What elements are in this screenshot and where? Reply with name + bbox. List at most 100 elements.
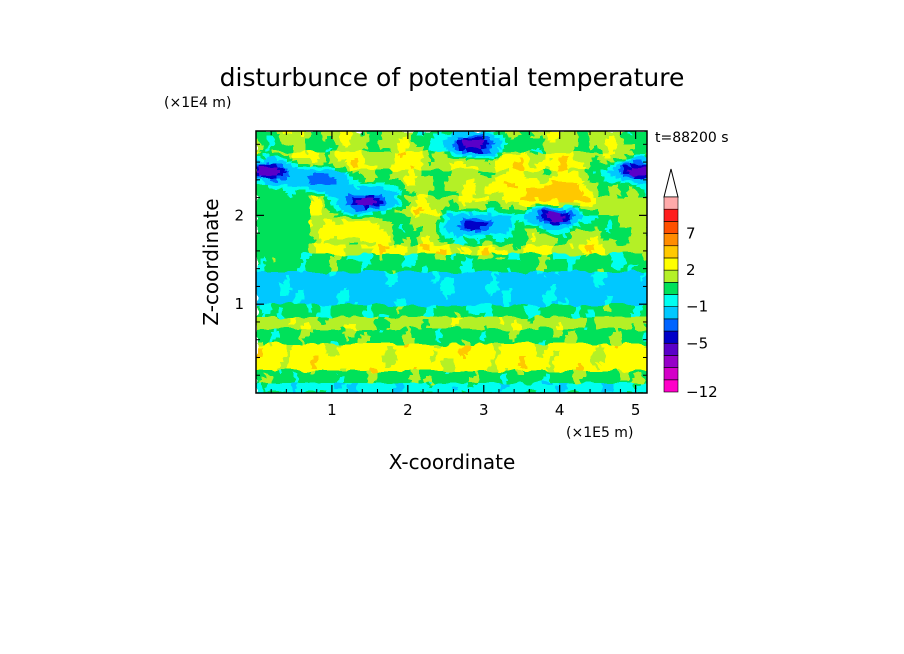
contour-cell	[568, 143, 572, 147]
contour-cell	[622, 134, 626, 138]
contour-cell	[487, 161, 491, 165]
contour-cell	[283, 131, 287, 135]
contour-cell	[394, 149, 398, 153]
contour-cell	[418, 152, 422, 156]
contour-cell	[454, 146, 458, 150]
contour-cell	[529, 161, 533, 165]
contour-cell	[562, 131, 566, 135]
contour-cell	[337, 176, 341, 180]
contour-cell	[637, 134, 641, 138]
contour-cell	[328, 179, 332, 183]
contour-cell	[595, 131, 599, 135]
contour-cell	[337, 170, 341, 174]
contour-cell	[295, 173, 299, 177]
contour-cell	[589, 143, 593, 147]
contour-cell	[331, 140, 335, 144]
contour-cell	[328, 131, 332, 135]
contour-cell	[511, 152, 515, 156]
contour-cell	[343, 179, 347, 183]
contour-cell	[505, 137, 509, 141]
contour-cell	[412, 131, 416, 135]
contour-cell	[397, 164, 401, 168]
contour-cell	[556, 167, 560, 171]
contour-cell	[280, 176, 284, 180]
contour-cell	[412, 155, 416, 159]
contour-cell	[421, 170, 425, 174]
contour-cell	[517, 170, 521, 174]
contour-cell	[619, 158, 623, 162]
contour-cell	[385, 146, 389, 150]
contour-cell	[535, 134, 539, 138]
contour-cell	[472, 170, 476, 174]
contour-cell	[544, 176, 548, 180]
contour-cell	[265, 179, 269, 183]
contour-cell	[406, 179, 410, 183]
contour-cell	[331, 149, 335, 153]
contour-cell	[352, 161, 356, 165]
contour-cell	[466, 131, 470, 135]
contour-cell	[496, 167, 500, 171]
contour-cell	[325, 155, 329, 159]
contour-cell	[604, 164, 608, 168]
contour-cell	[601, 137, 605, 141]
contour-cell	[616, 179, 620, 183]
contour-cell	[274, 170, 278, 174]
contour-cell	[619, 149, 623, 153]
contour-cell	[394, 170, 398, 174]
contour-cell	[406, 170, 410, 174]
contour-cell	[562, 182, 566, 186]
contour-cell	[379, 137, 383, 141]
contour-cell	[427, 158, 431, 162]
contour-cell	[613, 149, 617, 153]
contour-cell	[493, 158, 497, 162]
contour-cell	[523, 149, 527, 153]
contour-cell	[643, 134, 647, 138]
contour-cell	[283, 152, 287, 156]
contour-cell	[466, 143, 470, 147]
contour-cell	[301, 137, 305, 141]
contour-cell	[388, 176, 392, 180]
contour-cell	[523, 158, 527, 162]
contour-cell	[478, 152, 482, 156]
contour-cell	[544, 173, 548, 177]
contour-cell	[640, 161, 644, 165]
contour-cell	[430, 173, 434, 177]
contour-cell	[259, 170, 263, 174]
contour-cell	[544, 164, 548, 168]
contour-cell	[484, 167, 488, 171]
contour-cell	[550, 152, 554, 156]
contour-cell	[475, 155, 479, 159]
contour-cell	[535, 173, 539, 177]
contour-cell	[403, 140, 407, 144]
contour-cell	[424, 140, 428, 144]
contour-cell	[262, 158, 266, 162]
contour-cell	[559, 155, 563, 159]
contour-cell	[352, 149, 356, 153]
contour-cell	[547, 146, 551, 150]
contour-cell	[511, 155, 515, 159]
contour-cell	[592, 146, 596, 150]
contour-cell	[589, 152, 593, 156]
contour-cell	[631, 164, 635, 168]
contour-cell	[634, 140, 638, 144]
contour-cell	[541, 140, 545, 144]
contour-cell	[406, 158, 410, 162]
contour-cell	[487, 134, 491, 138]
contour-cell	[493, 173, 497, 177]
contour-cell	[349, 146, 353, 150]
contour-cell	[319, 155, 323, 159]
contour-cell	[595, 134, 599, 138]
contour-cell	[553, 161, 557, 165]
contour-cell	[544, 161, 548, 165]
contour-cell	[478, 176, 482, 180]
contour-cell	[448, 137, 452, 141]
contour-cell	[385, 143, 389, 147]
contour-cell	[625, 137, 629, 141]
contour-cell	[424, 149, 428, 153]
contour-cell	[334, 161, 338, 165]
contour-cell	[490, 167, 494, 171]
contour-cell	[310, 137, 314, 141]
contour-cell	[610, 143, 614, 147]
contour-cell	[523, 182, 527, 186]
contour-cell	[562, 179, 566, 183]
